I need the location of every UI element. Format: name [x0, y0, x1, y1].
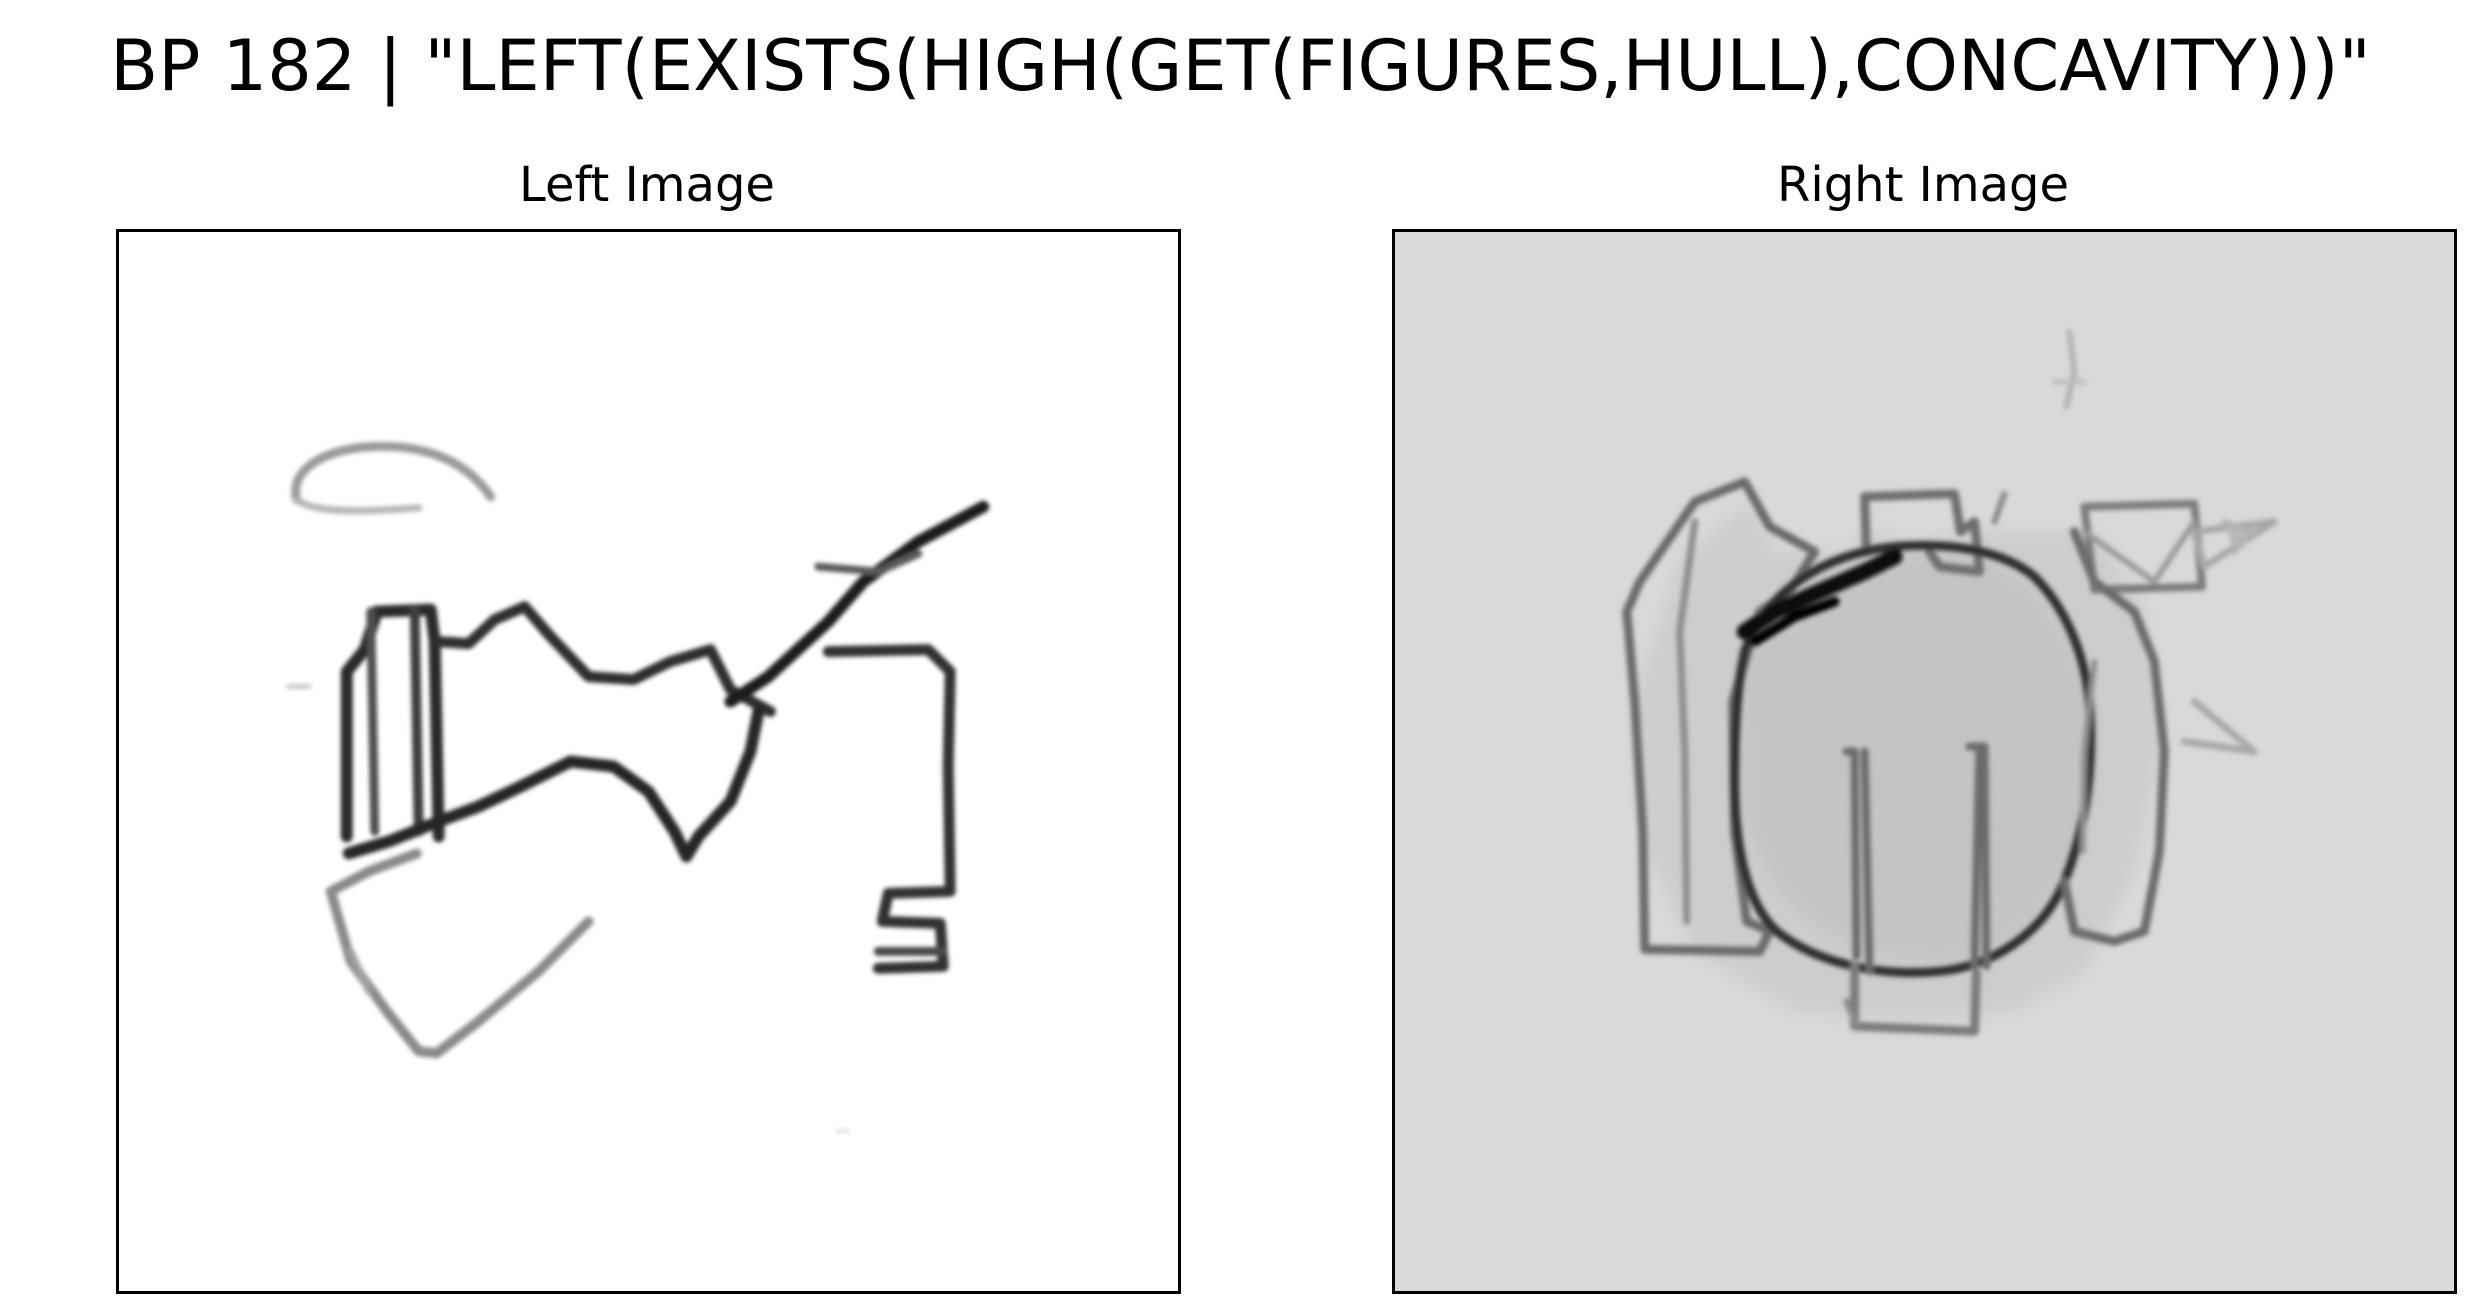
jagged-upper-stroke [433, 601, 776, 718]
figure-title: BP 182 | "LEFT(EXISTS(HIGH(GET(FIGURES,H… [110, 25, 2371, 107]
left-image-background [119, 232, 1178, 1291]
lower-zigzag-stroke [342, 705, 765, 863]
right-image-drawing [1395, 232, 2454, 1291]
dark-arc-stroke [1736, 548, 1903, 640]
top-bracket-stroke [1860, 489, 1984, 577]
inner-bars-stroke [1842, 742, 1991, 976]
right-tall-shape-stroke [2059, 527, 2169, 946]
diagonal-stroke [724, 500, 990, 708]
left-image-drawing [119, 232, 1178, 1291]
right-image-title: Right Image [1777, 157, 2069, 213]
left-image-panel [116, 229, 1181, 1294]
left-image-title: Left Image [519, 157, 775, 213]
right-image-panel [1392, 229, 2457, 1294]
faint-arc-stroke [291, 441, 496, 505]
right-bracket-stroke [822, 644, 956, 974]
bottom-square-stroke [1850, 961, 1981, 1036]
